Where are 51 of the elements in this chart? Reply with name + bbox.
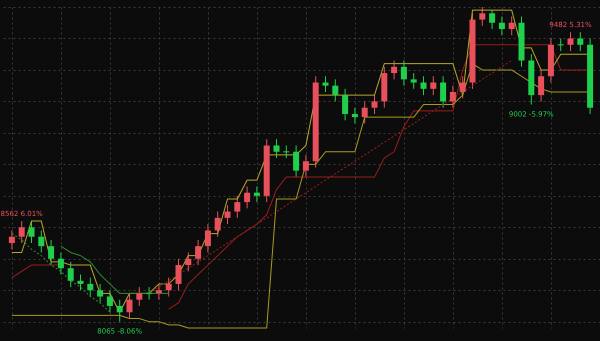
candlestick xyxy=(400,60,407,86)
candlestick xyxy=(372,94,378,114)
candlestick xyxy=(450,85,456,108)
candlestick xyxy=(391,60,398,80)
candlestick xyxy=(362,100,368,124)
candlestick xyxy=(234,195,240,218)
candlestick xyxy=(274,138,280,159)
candlestick xyxy=(185,252,192,272)
candlestick xyxy=(293,144,300,178)
candlestick xyxy=(166,277,172,298)
candlestick xyxy=(440,76,446,108)
candlestick xyxy=(48,239,54,266)
candlestick xyxy=(498,16,505,36)
candlestick xyxy=(78,274,84,291)
candlestick xyxy=(97,283,104,304)
candlestick xyxy=(136,286,142,306)
candlestick xyxy=(508,16,515,36)
candlestick xyxy=(410,72,417,90)
candlestick xyxy=(195,239,202,266)
candlestick xyxy=(156,283,162,300)
candlestick xyxy=(489,10,496,30)
candlestick xyxy=(38,230,44,253)
candlestick xyxy=(430,76,436,96)
candlestick xyxy=(106,290,113,313)
candlestick xyxy=(68,261,74,288)
candlestick xyxy=(224,204,230,225)
candlestick xyxy=(204,224,211,253)
candlestick xyxy=(420,76,426,96)
candlestick xyxy=(352,107,358,124)
candlestick xyxy=(254,186,260,203)
candlestick xyxy=(568,32,574,52)
candlestick xyxy=(302,154,309,178)
candlestick xyxy=(214,211,221,238)
candlestick xyxy=(18,220,25,244)
candlestick xyxy=(283,144,290,159)
candlestick xyxy=(28,220,34,244)
candlestick xyxy=(577,32,584,52)
candlestick xyxy=(244,186,250,209)
candlestick xyxy=(116,299,123,322)
candlestick xyxy=(87,277,94,298)
candlestick xyxy=(58,252,64,275)
candlestick xyxy=(322,76,328,92)
candlestick xyxy=(332,78,338,102)
candlestick xyxy=(558,38,564,52)
candlestick xyxy=(176,258,182,291)
candlestick xyxy=(8,230,15,250)
candlestick xyxy=(538,69,544,102)
candlestick xyxy=(126,292,132,320)
candlestick xyxy=(342,88,348,121)
candlestick xyxy=(479,6,486,26)
candlestick xyxy=(146,286,152,300)
